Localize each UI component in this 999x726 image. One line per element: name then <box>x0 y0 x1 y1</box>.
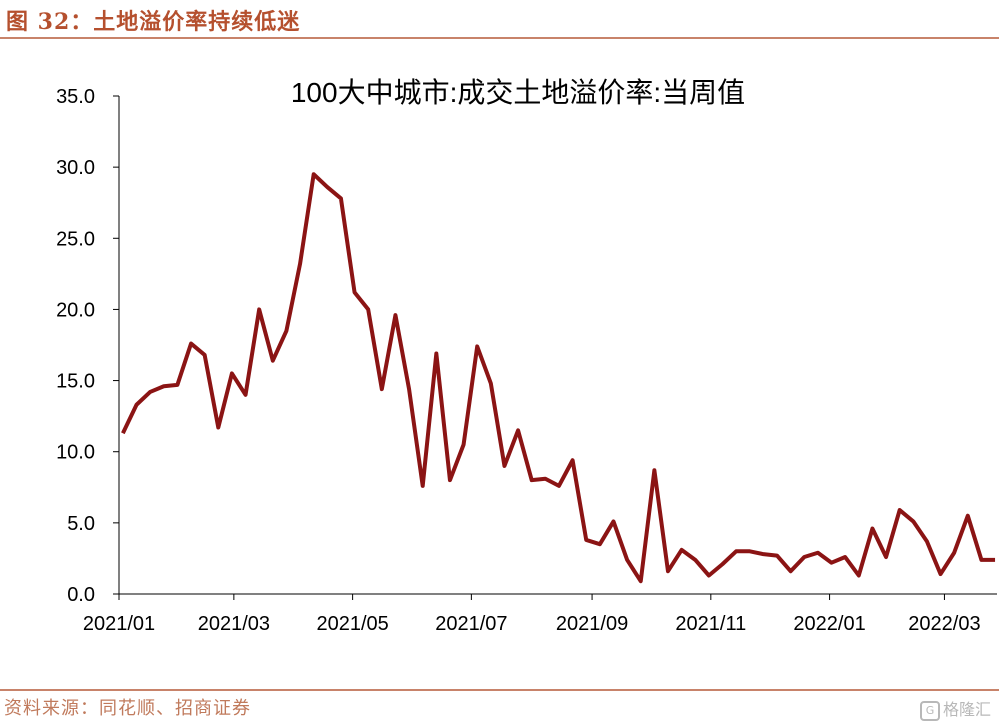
watermark-text: 格隆汇 <box>942 700 991 719</box>
figure-title: 图 32：土地溢价率持续低迷 <box>6 9 301 35</box>
y-tick-label: 20.0 <box>56 299 95 321</box>
y-tick-label: 35.0 <box>56 86 95 108</box>
header-divider <box>0 37 999 39</box>
y-tick-label: 25.0 <box>56 228 95 250</box>
chart-ticks: 0.0 5.0 10.0 15.0 20.0 25.0 30.0 35.0 2021/01 202… <box>56 86 981 635</box>
x-tick-label: 2022/03 <box>908 613 980 635</box>
watermark: G 格隆汇 <box>919 696 991 721</box>
x-tick-label: 2021/05 <box>316 613 388 635</box>
chart-axes <box>118 96 997 595</box>
x-tick-label: 2021/07 <box>435 613 507 635</box>
chart-container: 100大中城市:成交土地溢价率:当周值 0.0 5.0 10.0 15.0 20.0 25… <box>0 40 999 688</box>
x-tick-label: 2021/01 <box>83 613 155 635</box>
watermark-logo-icon: G <box>919 700 940 721</box>
figure-source: 资料来源：同花顺、招商证券 <box>4 698 251 719</box>
line-chart: 100大中城市:成交土地溢价率:当周值 0.0 5.0 10.0 15.0 20.0 25… <box>56 77 997 635</box>
y-tick-label: 15.0 <box>56 371 95 393</box>
chart-series <box>121 172 996 584</box>
x-tick-label: 2021/11 <box>675 613 746 635</box>
chart-title: 100大中城市:成交土地溢价率:当周值 <box>291 77 745 108</box>
x-tick-label: 2022/01 <box>793 613 865 635</box>
y-tick-label: 30.0 <box>56 157 95 179</box>
figure-header: 图 32：土地溢价率持续低迷 <box>0 0 999 38</box>
y-tick-label: 5.0 <box>67 513 95 535</box>
series-line <box>121 172 996 584</box>
x-tick-label: 2021/09 <box>556 613 628 635</box>
y-tick-label: 0.0 <box>67 584 95 606</box>
footer-divider <box>0 689 999 691</box>
y-tick-label: 10.0 <box>56 442 95 464</box>
x-tick-label: 2021/03 <box>198 613 270 635</box>
